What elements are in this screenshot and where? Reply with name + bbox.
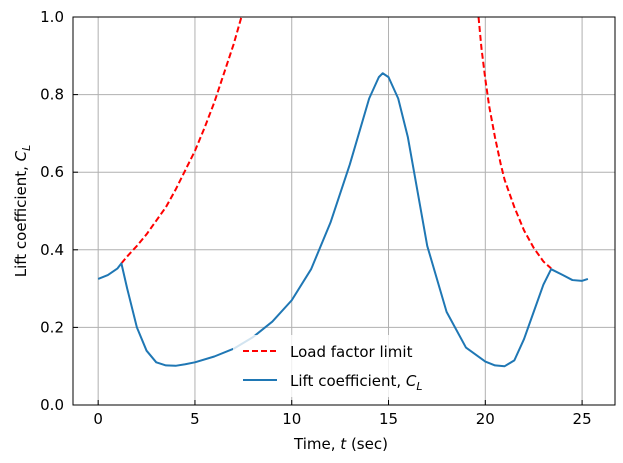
legend-label-lift-coefficient-subscript: L <box>416 380 422 393</box>
legend-box <box>233 335 448 397</box>
x-axis-label-suffix: (sec) <box>346 435 388 453</box>
plot-series <box>97 17 589 368</box>
y-tick-label: 0.8 <box>40 86 64 104</box>
x-tick-label: 20 <box>476 410 495 428</box>
axis-ticks: 0 5 10 15 20 25 0.0 0.2 0.4 0.6 0.8 1.0 <box>40 8 591 428</box>
load-factor-limit-line <box>477 17 552 270</box>
x-tick-label: 15 <box>379 410 398 428</box>
x-tick-label: 5 <box>190 410 200 428</box>
legend-label-load-factor-limit: Load factor limit <box>290 343 413 361</box>
x-tick-label: 10 <box>282 410 301 428</box>
x-axis-label-prefix: Time, <box>293 435 340 453</box>
y-axis-label: Lift coefficient, CL <box>12 145 33 278</box>
legend-label-lift-coefficient-variable: C <box>406 372 417 390</box>
lift-coefficient-line <box>97 72 589 368</box>
y-axis-label-subscript: L <box>20 145 33 151</box>
grid <box>73 16 615 406</box>
x-tick-label: 0 <box>93 410 103 428</box>
y-axis-label-variable: C <box>12 150 30 161</box>
legend-label-lift-coefficient-text: Lift coefficient, <box>290 372 406 390</box>
x-tick-label: 25 <box>573 410 592 428</box>
y-tick-label: 0.2 <box>40 318 64 336</box>
load-factor-limit-line <box>120 17 243 265</box>
y-tick-label: 0.4 <box>40 241 64 259</box>
y-tick-label: 0.0 <box>40 396 64 414</box>
plot-frame <box>72 16 616 406</box>
legend-label-lift-coefficient: Lift coefficient, CL <box>290 372 423 393</box>
y-axis-label-prefix: Lift coefficient, <box>12 161 30 277</box>
y-tick-label: 0.6 <box>40 163 64 181</box>
x-axis-label: Time, t (sec) <box>293 435 388 453</box>
x-axis-label-variable: t <box>340 435 347 453</box>
legend: Load factor limit Lift coefficient, CL <box>233 335 448 397</box>
y-tick-label: 1.0 <box>40 8 64 26</box>
